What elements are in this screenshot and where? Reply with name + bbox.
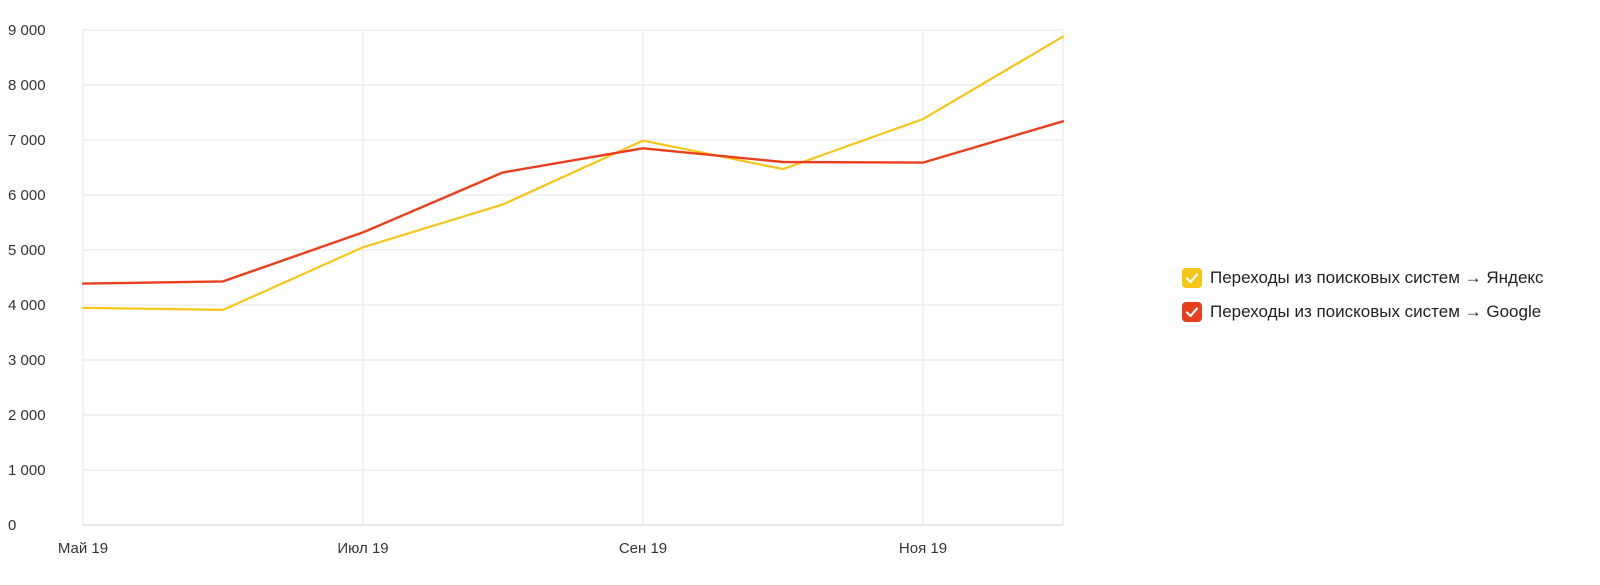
y-tick-label: 1 000 — [8, 462, 46, 479]
legend-item-yandex[interactable]: Переходы из поисковых систем → Яндекс — [1182, 267, 1544, 289]
legend-item-google[interactable]: Переходы из поисковых систем → Google — [1182, 301, 1544, 323]
series-lines — [81, 35, 1065, 311]
legend-label: Переходы из поисковых систем → Яндекс — [1210, 268, 1544, 287]
checkbox-icon[interactable] — [1182, 268, 1202, 288]
grid — [82, 29, 1064, 526]
x-tick-label: Ноя 19 — [899, 540, 947, 557]
series-line-google[interactable] — [81, 120, 1065, 285]
y-tick-label: 5 000 — [8, 242, 46, 259]
y-tick-label: 3 000 — [8, 352, 46, 369]
y-tick-label: 4 000 — [8, 297, 46, 314]
axes: 0 1 000 2 000 3 000 4 000 5 000 6 000 7 000 8 00… — [8, 22, 1063, 557]
checkbox-icon[interactable] — [1182, 302, 1202, 322]
x-tick-label: Май 19 — [58, 540, 108, 557]
legend-label: Переходы из поисковых систем → Google — [1210, 302, 1542, 321]
y-tick-label: 0 — [8, 517, 16, 534]
y-tick-label: 8 000 — [8, 77, 46, 94]
legend: Переходы из поисковых систем → Яндекс Пе… — [1182, 267, 1544, 335]
y-tick-label: 2 000 — [8, 407, 46, 424]
series-line-yandex[interactable] — [81, 35, 1065, 311]
y-tick-label: 7 000 — [8, 132, 46, 149]
y-tick-label: 6 000 — [8, 187, 46, 204]
x-tick-label: Сен 19 — [619, 540, 667, 557]
y-tick-label: 9 000 — [8, 22, 46, 39]
x-tick-label: Июл 19 — [337, 540, 388, 557]
